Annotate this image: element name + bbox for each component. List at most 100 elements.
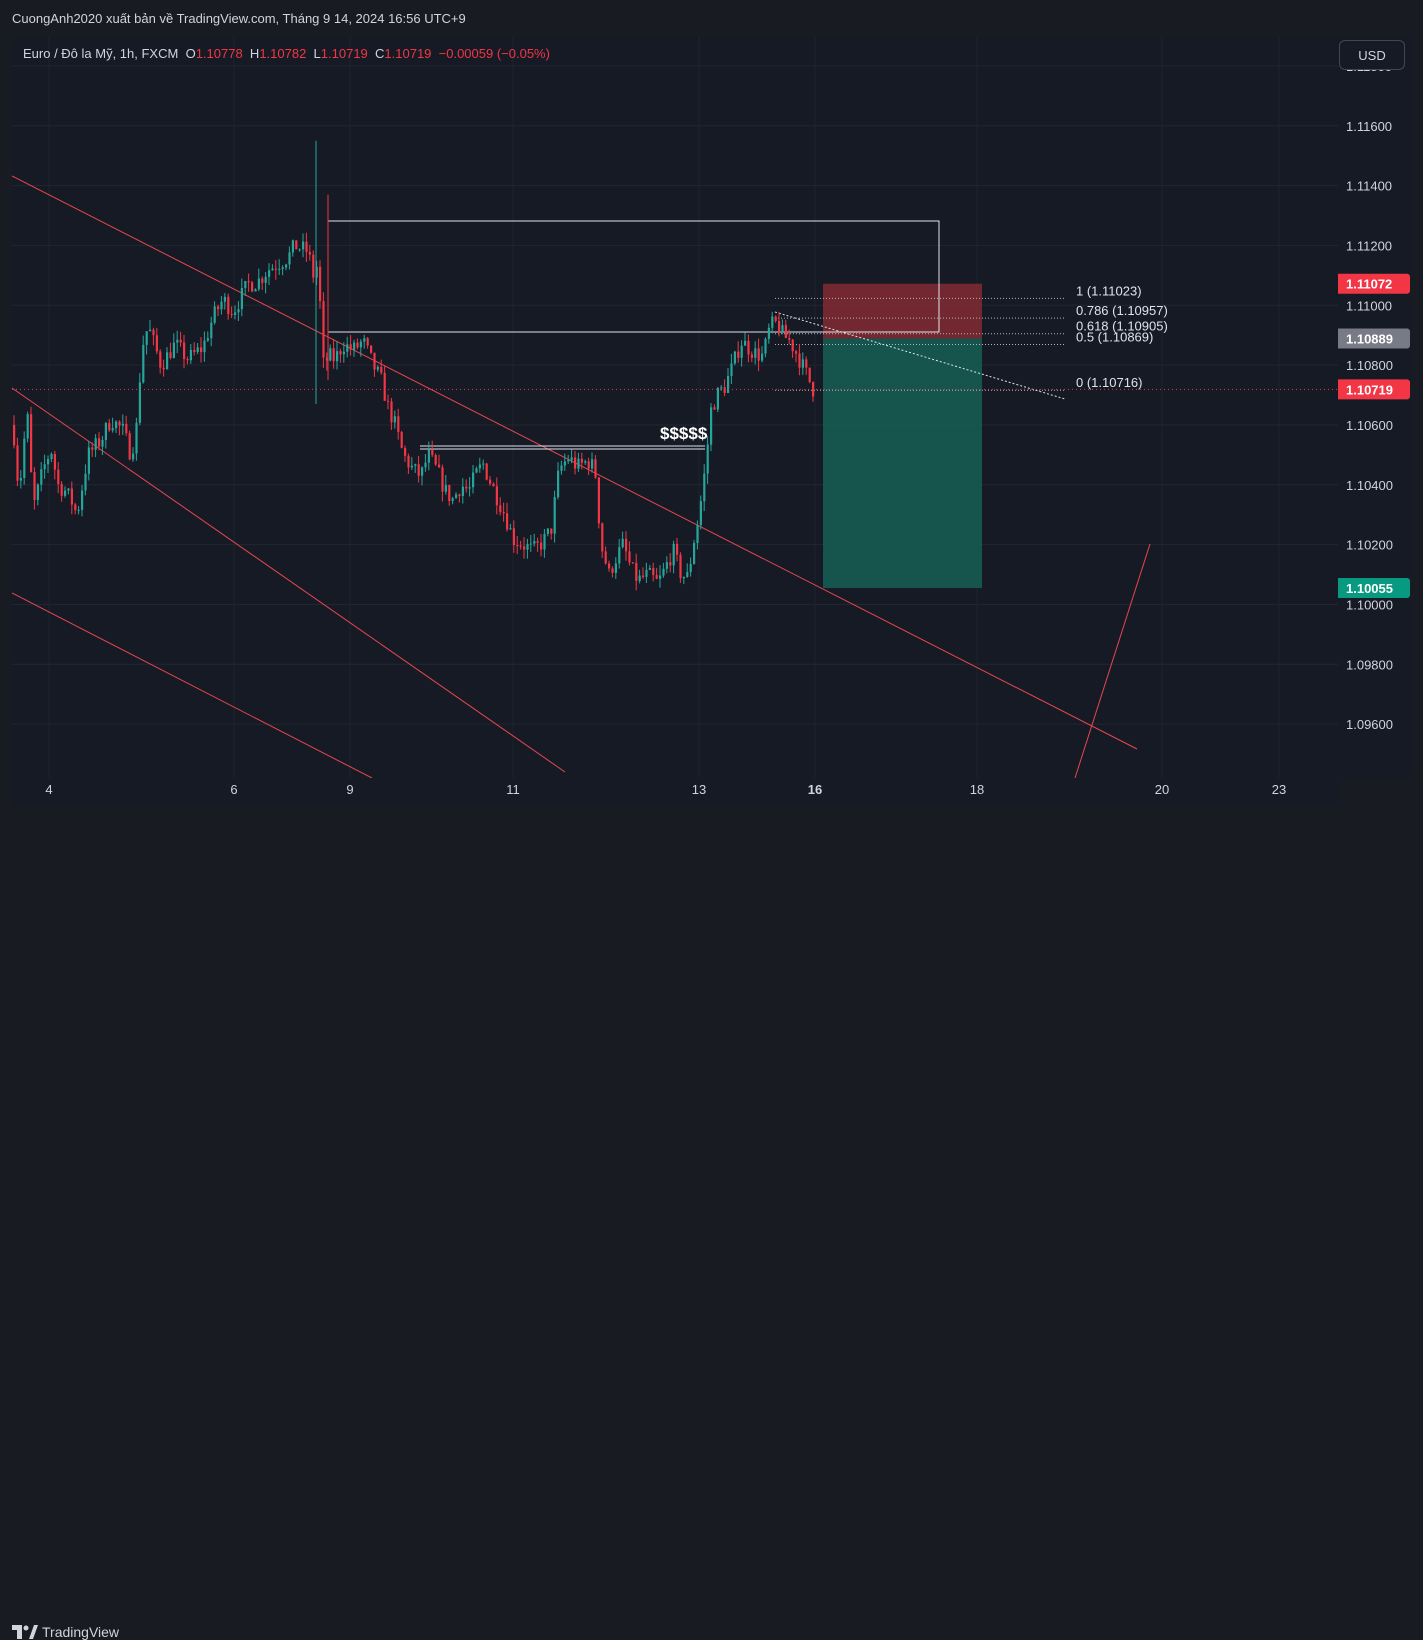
candle-body [730,363,733,376]
candle-body [234,312,237,315]
candle-body [404,447,407,456]
candle-body [33,472,36,500]
channel-lower-line[interactable] [12,592,373,778]
candle-body [767,327,770,339]
candle-body [621,538,624,548]
candle-body [733,351,736,364]
candle-body [220,301,223,310]
candle-body [631,562,634,564]
candle-body [332,348,335,362]
publish-line: CuongAnh2020 xuất bản về TradingView.com… [12,11,466,26]
candle-body [478,464,481,469]
candle-body [87,447,90,474]
candle-body [458,494,461,496]
candle-body [567,460,570,462]
price-tick-label: 1.11400 [1346,179,1392,194]
candle-body [217,306,220,310]
candle-body [465,486,468,489]
candle-body [706,444,709,474]
candle-body [291,240,294,253]
candle-body [791,339,794,352]
candle-body [601,523,604,552]
candle-body [322,301,325,358]
candle-body [557,470,560,498]
candle-body [40,469,43,485]
candle-body [227,296,230,315]
candle-body [60,483,63,496]
candle-body [186,359,189,361]
candle-body [645,569,648,577]
candle-body [774,316,777,321]
candle-body [693,542,696,564]
time-tick-label: 4 [45,782,52,797]
candle-body [611,568,614,573]
chart-area[interactable]: $$$$$ 1 (1.11023) 0.786 (1.10957) 0.618 (1… [12,36,1338,778]
candle-body [43,464,46,470]
publish-bar: CuongAnh2020 xuất bản về TradingView.com… [0,0,1423,36]
candle-body [618,547,621,564]
candle-body [274,268,277,270]
candle-body [50,453,53,460]
candle-body [329,348,332,361]
time-tick-label: 18 [970,782,984,797]
candle-body [13,424,16,446]
time-tick-label: 20 [1155,782,1169,797]
fib-level-label: 1 (1.11023) [1076,283,1142,298]
symbol-name[interactable]: Euro / Đô la Mỹ, 1h, FXCM [23,46,179,61]
candle-body [230,314,233,316]
candle-body [720,387,723,389]
candle-body [723,387,726,393]
tradingview-brand[interactable]: TradingView [12,1624,119,1640]
low-label: L [313,46,321,61]
candle-body [699,501,702,526]
take-profit-zone[interactable] [823,338,982,589]
candle-body [543,533,546,550]
candle-body [23,438,26,478]
channel-right-edge[interactable] [1074,543,1151,778]
candle-body [550,528,553,534]
fib-level-label: 0.618 (1.10905) [1076,319,1168,334]
candle-body [319,266,322,302]
candle-body [808,367,811,383]
candle-body [485,463,488,480]
chart-svg: $$$$$ 1 (1.11023) 0.786 (1.10957)0.618 (1… [12,36,1338,778]
candle-body [346,344,349,352]
candle-body [380,366,383,373]
candle-body [574,457,577,469]
currency-button[interactable]: USD [1339,40,1405,70]
fib-level-label: 0 (1.10716) [1076,375,1143,390]
candle-body [614,563,617,573]
time-axis[interactable]: 4 6 9 11 13 16 18 20 23 [12,778,1338,806]
channel-middle-line[interactable] [12,387,566,773]
price-axis[interactable]: 1.118001.116001.114001.112001.110001.108… [1334,36,1410,778]
time-tick-label: 23 [1272,782,1286,797]
candle-body [553,497,556,534]
candle-body [689,563,692,573]
candle-body [529,543,532,545]
candle-body [210,322,213,339]
candle-body [183,342,186,360]
candle-body [584,461,587,463]
candle-body [138,382,141,423]
fibonacci-retracement[interactable]: 1 (1.11023) 0.786 (1.10957)0.618 (1.10905… [775,283,1168,391]
price-tick-label: 1.09600 [1346,717,1393,732]
candle-body [448,485,451,501]
candle-body [533,541,536,544]
stop-loss-zone[interactable] [823,283,982,339]
candle-body [189,349,192,361]
candle-body [638,575,641,581]
candle-body [244,281,247,289]
candle-body [784,325,787,338]
candle-body [108,423,111,431]
fib-trend-line[interactable] [774,311,1066,400]
candle-body [434,455,437,465]
candles [13,140,815,591]
candle-body [179,339,182,343]
candle-body [315,266,318,278]
candle-body [237,309,240,313]
candle-body [111,428,114,431]
candle-body [159,351,162,368]
candle-body [499,505,502,513]
candle-body [142,344,145,383]
candle-body [149,329,152,332]
